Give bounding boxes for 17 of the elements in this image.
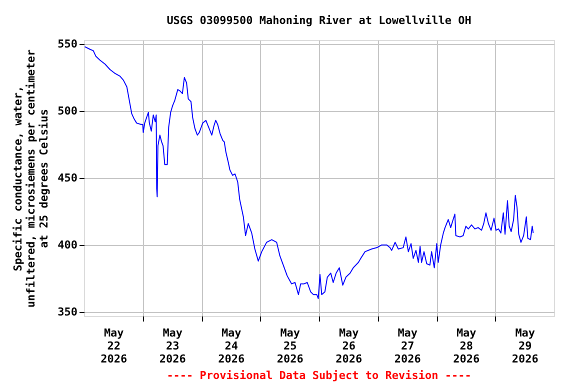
y-tick-label: 450 <box>58 172 78 184</box>
x-tick-label: May 26 2026 <box>336 326 362 366</box>
x-tick-label: May 29 2026 <box>512 326 539 366</box>
x-tick-label: May 24 2026 <box>218 326 245 366</box>
y-tick-label: 500 <box>58 104 78 118</box>
x-tick-label: May 23 2026 <box>159 326 186 366</box>
y-tick-label: 350 <box>58 305 78 318</box>
x-tick-label: May 28 2026 <box>453 326 480 366</box>
y-tick-label: 400 <box>58 238 78 252</box>
line-series <box>84 46 534 300</box>
x-tick-label: May 27 2026 <box>394 326 422 366</box>
x-tick-label: May 25 2026 <box>276 326 304 366</box>
y-tick-label: 550 <box>58 38 78 51</box>
y-axis-title: Specific conductance, water, unfiltered, microsiemens per centimeter at 25 degrees Celsius <box>12 48 51 308</box>
chart-title: USGS 03099500 Mahoning River at Lowellville OH <box>166 14 472 28</box>
x-tick-label: May 22 2026 <box>100 326 128 366</box>
text: ---- Provisional Data Subject to Revision ---- <box>166 369 472 382</box>
